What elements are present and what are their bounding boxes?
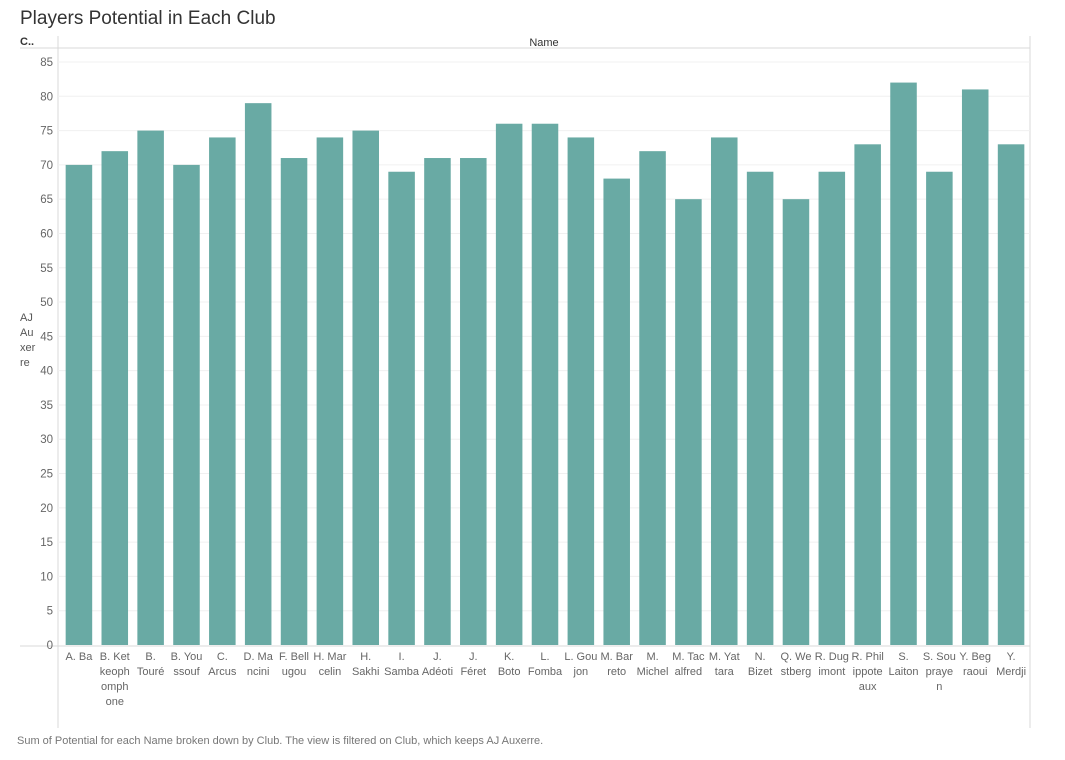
y-axis-ticks: 0 5 10 15 20 25 30 35 40 45 50 55 60 65 70 75 80 85 <box>40 57 53 652</box>
bars <box>65 82 1025 646</box>
y-tick-label: 30 <box>40 434 53 446</box>
y-tick-label: 60 <box>40 228 53 240</box>
chart-title: Players Potential in Each Club <box>20 8 276 29</box>
bar[interactable] <box>854 144 881 645</box>
bar[interactable] <box>460 158 487 645</box>
x-tick-label: H. Sakhi <box>352 651 380 678</box>
x-tick-label: S. Sou praye n <box>923 651 956 693</box>
bar[interactable] <box>603 178 630 645</box>
y-tick-label: 5 <box>47 606 53 618</box>
x-tick-label: C. Arcus <box>208 651 237 678</box>
x-tick-label: M. Bar reto <box>601 651 634 678</box>
y-tick-label: 10 <box>40 571 53 583</box>
x-tick-label: D. Ma ncini <box>244 651 274 678</box>
bar[interactable] <box>388 171 415 645</box>
x-tick-label: J. Adéoti <box>422 651 453 678</box>
y-tick-label: 20 <box>40 503 53 515</box>
y-tick-label: 80 <box>40 91 53 103</box>
chart-frame <box>20 36 1031 728</box>
bar[interactable] <box>710 137 738 645</box>
column-header-club[interactable]: C.. <box>20 36 35 48</box>
x-tick-label: K. Boto <box>498 651 521 678</box>
bar[interactable] <box>926 171 953 645</box>
y-tick-label: 0 <box>47 640 53 652</box>
x-tick-label: Y. Beg raoui <box>959 651 991 678</box>
column-header-name[interactable]: Name <box>529 37 559 49</box>
bar[interactable] <box>280 158 308 645</box>
x-tick-label: R. Phil ippote aux <box>851 651 883 693</box>
bar[interactable] <box>173 164 200 645</box>
x-tick-label: N. Bizet <box>748 651 772 678</box>
y-tick-label: 65 <box>40 194 53 206</box>
y-tick-label: 15 <box>40 537 53 549</box>
y-tick-label: 85 <box>40 57 53 69</box>
bar[interactable] <box>244 103 272 645</box>
x-tick-label: L. Gou jon <box>564 651 597 678</box>
x-tick-label: B. Touré <box>137 651 165 678</box>
bar[interactable] <box>137 130 164 645</box>
bar[interactable] <box>639 151 666 645</box>
y-tick-label: 70 <box>40 160 53 172</box>
x-tick-label: M. Michel <box>637 651 669 678</box>
x-tick-label: Q. We stberg <box>780 651 811 678</box>
bar[interactable] <box>101 151 129 645</box>
bar[interactable] <box>65 164 93 645</box>
row-header-club-value: AJ Auxerre <box>20 312 36 369</box>
y-tick-label: 35 <box>40 400 53 412</box>
x-tick-label: A. Ba <box>65 651 93 663</box>
x-tick-label: J. Féret <box>460 651 486 678</box>
y-tick-label: 75 <box>40 126 53 138</box>
bar[interactable] <box>961 89 989 645</box>
x-tick-label: I. Samba <box>384 651 420 678</box>
bar[interactable] <box>209 137 236 645</box>
bar[interactable] <box>997 144 1025 645</box>
bar[interactable] <box>352 130 380 645</box>
x-tick-label: M. Yat tara <box>709 651 740 678</box>
x-tick-label: L. Fomba <box>528 651 563 678</box>
bar[interactable] <box>531 123 559 645</box>
bar[interactable] <box>424 158 451 645</box>
bar[interactable] <box>746 171 774 645</box>
x-tick-label: Y. Merdji <box>996 651 1026 678</box>
y-tick-label: 25 <box>40 469 53 481</box>
bar[interactable] <box>890 82 917 645</box>
bar[interactable] <box>675 199 702 646</box>
y-tick-label: 55 <box>40 263 53 275</box>
bar[interactable] <box>818 171 846 645</box>
x-tick-label: B. Ket keoph omph one <box>100 651 130 708</box>
bar[interactable] <box>567 137 595 645</box>
x-tick-label: R. Dug imont <box>815 651 849 678</box>
x-tick-label: S. Laiton <box>889 651 919 678</box>
bar[interactable] <box>495 123 523 645</box>
x-tick-label: F. Bell ugou <box>279 651 309 678</box>
y-tick-label: 40 <box>40 366 53 378</box>
x-tick-label: M. Tac alfred <box>672 651 705 678</box>
x-tick-label: H. Mar celin <box>313 651 346 678</box>
bar[interactable] <box>782 199 810 646</box>
y-tick-label: 45 <box>40 331 53 343</box>
y-tick-label: 50 <box>40 297 53 309</box>
chart-caption: Sum of Potential for each Name broken do… <box>17 735 544 747</box>
x-tick-label: B. You ssouf <box>171 651 203 678</box>
bar[interactable] <box>316 137 344 645</box>
